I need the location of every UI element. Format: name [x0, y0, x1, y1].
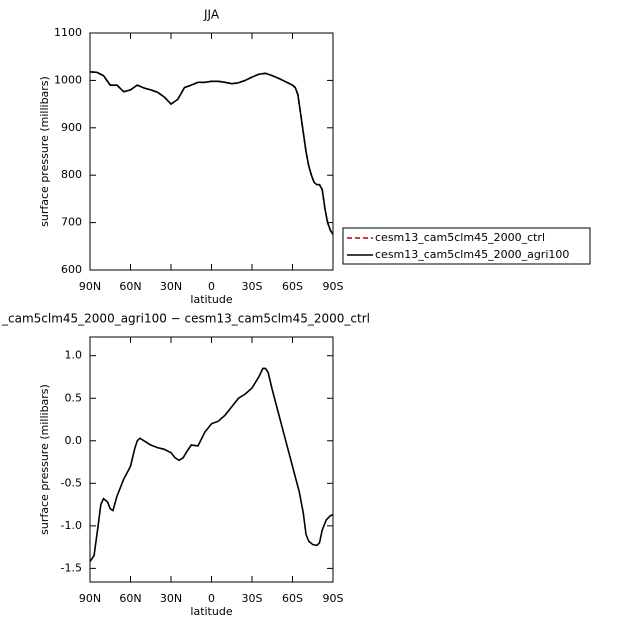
- y-tick-label: 700: [61, 216, 82, 229]
- legend-label: cesm13_cam5clm45_2000_agri100: [375, 248, 569, 261]
- y-axis-label: surface pressure (millibars): [38, 384, 51, 535]
- x-tick-label: 60N: [119, 280, 141, 293]
- y-tick-label: -1.0: [61, 519, 82, 532]
- x-tick-label: 90N: [79, 592, 101, 605]
- chart-title: JJA: [203, 8, 220, 22]
- y-tick-label: 1.0: [65, 349, 83, 362]
- x-tick-label: 30S: [242, 280, 263, 293]
- y-tick-label: 1100: [54, 26, 82, 39]
- x-tick-label: 0: [208, 592, 215, 605]
- plot-frame: [89, 336, 334, 583]
- y-axis-label: surface pressure (millibars): [38, 76, 51, 227]
- x-tick-label: 60S: [282, 592, 303, 605]
- x-tick-label: 60S: [282, 280, 303, 293]
- y-tick-label: -1.5: [61, 561, 82, 574]
- y-tick-label: -0.5: [61, 476, 82, 489]
- data-line: [89, 71, 334, 235]
- x-tick-label: 30N: [160, 280, 182, 293]
- x-axis-label: latitude: [190, 293, 232, 306]
- y-tick-label: 800: [61, 168, 82, 181]
- chart-title: _cam5clm45_2000_agri100 − cesm13_cam5clm…: [1, 312, 370, 326]
- y-tick-label: 600: [61, 263, 82, 276]
- x-tick-label: 60N: [119, 592, 141, 605]
- y-tick-label: 900: [61, 121, 82, 134]
- y-tick-label: 0.5: [65, 391, 83, 404]
- legend-box: [342, 227, 591, 265]
- plot-frame: [89, 32, 334, 271]
- x-tick-label: 90S: [323, 592, 344, 605]
- data-line: [89, 71, 334, 235]
- x-tick-label: 90S: [323, 280, 344, 293]
- x-tick-label: 30S: [242, 592, 263, 605]
- x-tick-label: 0: [208, 280, 215, 293]
- data-line: [89, 367, 334, 563]
- y-tick-label: 0.0: [65, 434, 83, 447]
- x-axis-label: latitude: [190, 605, 232, 618]
- x-tick-label: 90N: [79, 280, 101, 293]
- y-tick-label: 1000: [54, 73, 82, 86]
- legend-label: cesm13_cam5clm45_2000_ctrl: [375, 231, 545, 244]
- x-tick-label: 30N: [160, 592, 182, 605]
